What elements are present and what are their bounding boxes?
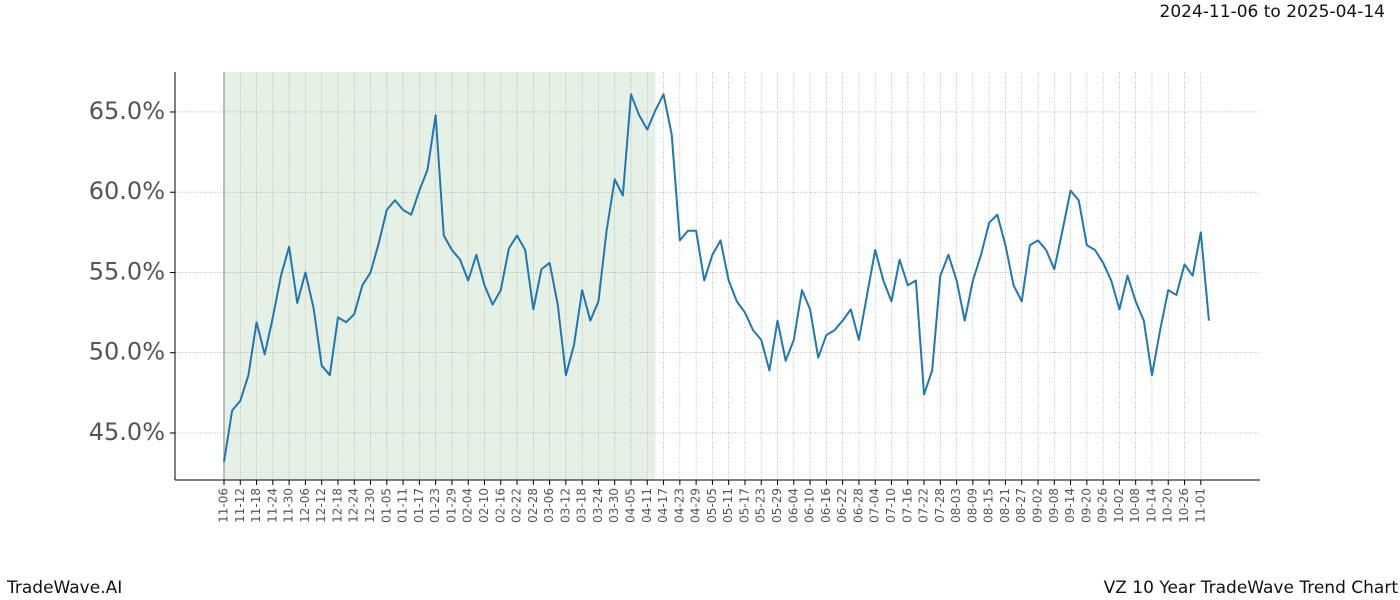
x-tick-label: 11-12 xyxy=(233,488,247,523)
x-tick-label: 06-28 xyxy=(851,488,865,523)
x-tick-label: 04-11 xyxy=(640,488,654,523)
x-tick-label: 05-11 xyxy=(721,488,735,523)
x-tick-label: 07-10 xyxy=(884,488,898,523)
x-tick-label: 01-23 xyxy=(428,488,442,523)
x-tick-label: 07-04 xyxy=(868,488,882,523)
x-tick-label: 11-18 xyxy=(249,488,263,523)
x-tick-label: 03-24 xyxy=(591,488,605,523)
x-tick-label: 06-22 xyxy=(835,488,849,523)
x-tick-label: 06-16 xyxy=(819,488,833,523)
x-tick-label: 12-06 xyxy=(298,488,312,523)
chart-title: VZ 10 Year TradeWave Trend Chart xyxy=(1104,578,1399,598)
x-tick-label: 10-08 xyxy=(1128,488,1142,523)
x-tick-label: 01-11 xyxy=(396,488,410,523)
y-tick-label: 65.0% xyxy=(89,97,165,125)
x-tick-label: 11-24 xyxy=(265,488,279,523)
x-tick-label: 09-02 xyxy=(1031,488,1045,523)
x-tick-label: 02-28 xyxy=(526,488,540,523)
x-tick-label: 02-04 xyxy=(461,488,475,523)
x-tick-label: 04-29 xyxy=(689,488,703,523)
x-tick-label: 01-29 xyxy=(444,488,458,523)
x-tick-label: 11-30 xyxy=(282,488,296,523)
y-tick-label: 55.0% xyxy=(89,257,165,285)
x-tick-label: 10-02 xyxy=(1112,488,1126,523)
x-tick-label: 04-23 xyxy=(672,488,686,523)
x-tick-label: 07-22 xyxy=(917,488,931,523)
x-tick-label: 06-10 xyxy=(803,488,817,523)
x-tick-label: 08-09 xyxy=(965,488,979,523)
x-tick-label: 07-28 xyxy=(933,488,947,523)
x-tick-label: 09-14 xyxy=(1063,488,1077,523)
x-tick-label: 09-26 xyxy=(1096,488,1110,523)
x-tick-label: 05-23 xyxy=(754,488,768,523)
x-tick-label: 02-16 xyxy=(493,488,507,523)
x-tick-label: 08-27 xyxy=(1014,488,1028,523)
x-tick-label: 03-06 xyxy=(542,488,556,523)
x-tick-label: 08-21 xyxy=(998,488,1012,523)
y-tick-label: 50.0% xyxy=(89,338,165,366)
x-tick-label: 11-06 xyxy=(217,488,231,523)
x-tick-label: 05-29 xyxy=(770,488,784,523)
y-tick-label: 45.0% xyxy=(89,418,165,446)
x-tick-label: 12-18 xyxy=(330,488,344,523)
x-tick-label: 05-17 xyxy=(737,488,751,523)
x-tick-label: 10-20 xyxy=(1161,488,1175,523)
x-tick-label: 12-24 xyxy=(347,488,361,523)
highlight-span xyxy=(224,72,656,480)
trend-line xyxy=(223,93,1210,463)
x-tick-label: 08-15 xyxy=(982,488,996,523)
x-tick-label: 07-16 xyxy=(900,488,914,523)
x-tick-label: 05-05 xyxy=(705,488,719,523)
x-tick-label: 03-30 xyxy=(607,488,621,523)
x-tick-label: 12-30 xyxy=(363,488,377,523)
y-tick-label: 60.0% xyxy=(89,177,165,205)
x-tick-label: 10-14 xyxy=(1144,488,1158,523)
x-tick-label: 03-12 xyxy=(558,488,572,523)
x-tick-label: 08-03 xyxy=(949,488,963,523)
x-tick-label: 09-08 xyxy=(1047,488,1061,523)
x-tick-label: 03-18 xyxy=(575,488,589,523)
x-tick-label: 09-20 xyxy=(1079,488,1093,523)
x-tick-label: 04-17 xyxy=(656,488,670,523)
x-tick-label: 02-22 xyxy=(510,488,524,523)
x-tick-label: 06-04 xyxy=(786,488,800,523)
chart-subtitle: 2024-11-06 to 2025-04-14 xyxy=(1160,2,1385,22)
x-tick-label: 11-01 xyxy=(1193,488,1207,523)
x-tick-label: 01-05 xyxy=(379,488,393,523)
x-tick-label: 02-10 xyxy=(477,488,491,523)
x-tick-label: 12-12 xyxy=(314,488,328,523)
x-tick-label: 10-26 xyxy=(1177,488,1191,523)
x-tick-label: 04-05 xyxy=(624,488,638,523)
brand: TradeWave.AI xyxy=(6,578,122,598)
x-tick-label: 01-17 xyxy=(412,488,426,523)
